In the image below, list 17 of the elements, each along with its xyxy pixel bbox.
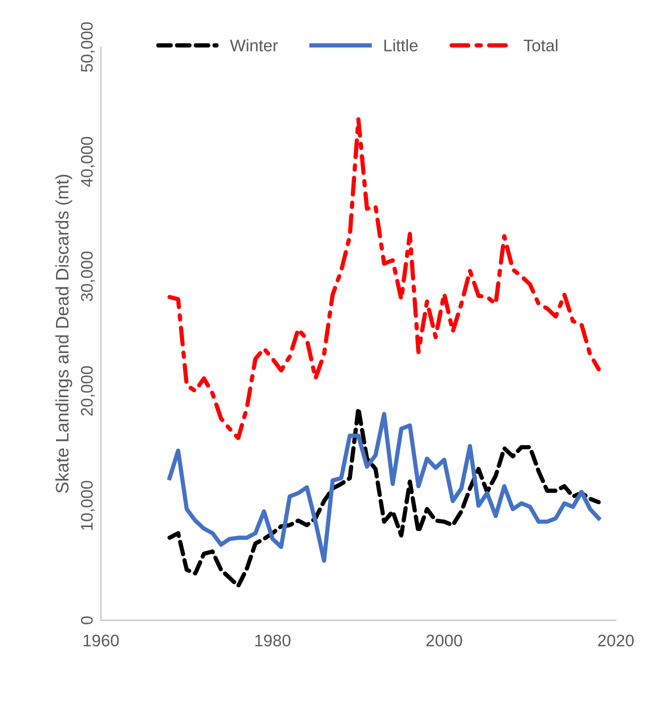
x-tick-label: 1960	[84, 634, 119, 646]
y-tick-label: 20,000	[80, 366, 95, 416]
line-series	[167, 406, 601, 588]
y-tick-label: 10,000	[80, 480, 95, 530]
y-axis-title: Skate Landings and Dead Discards (mt)	[55, 174, 72, 493]
x-tick-label: 2020	[598, 634, 634, 646]
x-tick-label: 2000	[426, 634, 462, 646]
y-tick-label: 30,000	[80, 252, 95, 302]
legend-label: Total	[524, 39, 558, 52]
line-series	[167, 117, 601, 440]
legend-label: Winter	[230, 39, 278, 52]
y-tick-label: 40,000	[80, 136, 95, 187]
legend-label: Little	[384, 39, 418, 52]
line-series	[167, 412, 601, 563]
x-tick-label: 1980	[255, 634, 290, 646]
y-tick-label: 50,000	[80, 22, 95, 72]
y-tick-label: 0	[80, 616, 93, 624]
